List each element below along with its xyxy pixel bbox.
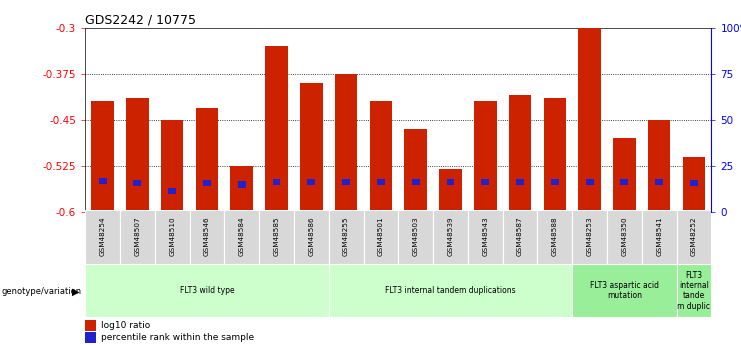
Text: log10 ratio: log10 ratio: [101, 321, 150, 329]
Bar: [259, 210, 294, 264]
Text: percentile rank within the sample: percentile rank within the sample: [101, 333, 254, 342]
Text: GSM48546: GSM48546: [204, 217, 210, 256]
Bar: [329, 210, 364, 264]
Bar: [677, 264, 711, 317]
Text: GSM48584: GSM48584: [239, 217, 245, 256]
Bar: [329, 264, 572, 317]
Bar: [607, 210, 642, 264]
Text: GSM48253: GSM48253: [587, 217, 593, 256]
Bar: [126, 98, 149, 212]
Bar: [642, 210, 677, 264]
Bar: [613, 138, 636, 212]
Bar: [468, 210, 502, 264]
Bar: [572, 264, 677, 317]
Bar: [682, 157, 705, 212]
Bar: [399, 210, 433, 264]
Text: FLT3 internal tandem duplications: FLT3 internal tandem duplications: [385, 286, 516, 295]
Text: GSM48543: GSM48543: [482, 217, 488, 256]
Bar: [620, 179, 628, 185]
Text: GSM48350: GSM48350: [622, 217, 628, 256]
Bar: [273, 179, 281, 185]
Bar: [161, 120, 184, 212]
Text: GSM48588: GSM48588: [552, 217, 558, 256]
Bar: [648, 120, 671, 212]
Text: GSM48503: GSM48503: [413, 217, 419, 256]
Bar: [370, 101, 392, 212]
Bar: [265, 46, 288, 212]
Bar: [433, 210, 468, 264]
Bar: [342, 179, 350, 185]
Bar: [225, 210, 259, 264]
Bar: [585, 179, 594, 185]
Text: GSM48255: GSM48255: [343, 217, 349, 256]
Text: GSM48586: GSM48586: [308, 217, 314, 256]
Text: GSM48541: GSM48541: [657, 217, 662, 256]
Text: FLT3
internal
tande
m duplic: FLT3 internal tande m duplic: [677, 270, 711, 311]
Bar: [537, 210, 572, 264]
Bar: [238, 181, 246, 188]
Bar: [572, 210, 607, 264]
Bar: [690, 180, 698, 186]
Bar: [203, 180, 211, 186]
Bar: [439, 169, 462, 212]
Bar: [482, 179, 489, 185]
Text: GSM48510: GSM48510: [169, 217, 175, 256]
Bar: [474, 101, 496, 212]
Text: genotype/variation: genotype/variation: [1, 287, 82, 296]
Bar: [509, 95, 531, 212]
Bar: [677, 210, 711, 264]
Text: GDS2242 / 10775: GDS2242 / 10775: [85, 13, 196, 27]
Text: GSM48539: GSM48539: [448, 217, 453, 256]
Bar: [85, 264, 329, 317]
Bar: [155, 210, 190, 264]
Bar: [85, 320, 96, 331]
Bar: [133, 180, 142, 186]
Text: GSM48501: GSM48501: [378, 217, 384, 256]
Bar: [294, 210, 329, 264]
Bar: [447, 179, 454, 185]
Bar: [543, 98, 566, 212]
Bar: [364, 210, 398, 264]
Text: ▶: ▶: [72, 287, 79, 296]
Bar: [502, 210, 537, 264]
Bar: [196, 108, 219, 212]
Bar: [99, 178, 107, 185]
Bar: [516, 179, 524, 185]
Bar: [412, 179, 419, 185]
Bar: [120, 210, 155, 264]
Text: GSM48585: GSM48585: [273, 217, 279, 256]
Text: FLT3 wild type: FLT3 wild type: [179, 286, 234, 295]
Text: GSM48507: GSM48507: [134, 217, 140, 256]
Bar: [190, 210, 225, 264]
Bar: [377, 179, 385, 185]
Bar: [300, 83, 322, 212]
Bar: [335, 74, 357, 212]
Text: FLT3 aspartic acid
mutation: FLT3 aspartic acid mutation: [590, 281, 659, 300]
Bar: [85, 332, 96, 343]
Bar: [655, 179, 663, 185]
Bar: [551, 179, 559, 185]
Bar: [230, 166, 253, 212]
Text: GSM48252: GSM48252: [691, 217, 697, 256]
Text: GSM48587: GSM48587: [517, 217, 523, 256]
Bar: [405, 129, 427, 212]
Bar: [308, 179, 315, 185]
Bar: [168, 188, 176, 194]
Bar: [85, 210, 120, 264]
Bar: [91, 101, 114, 212]
Text: GSM48254: GSM48254: [99, 217, 106, 256]
Bar: [578, 28, 601, 212]
